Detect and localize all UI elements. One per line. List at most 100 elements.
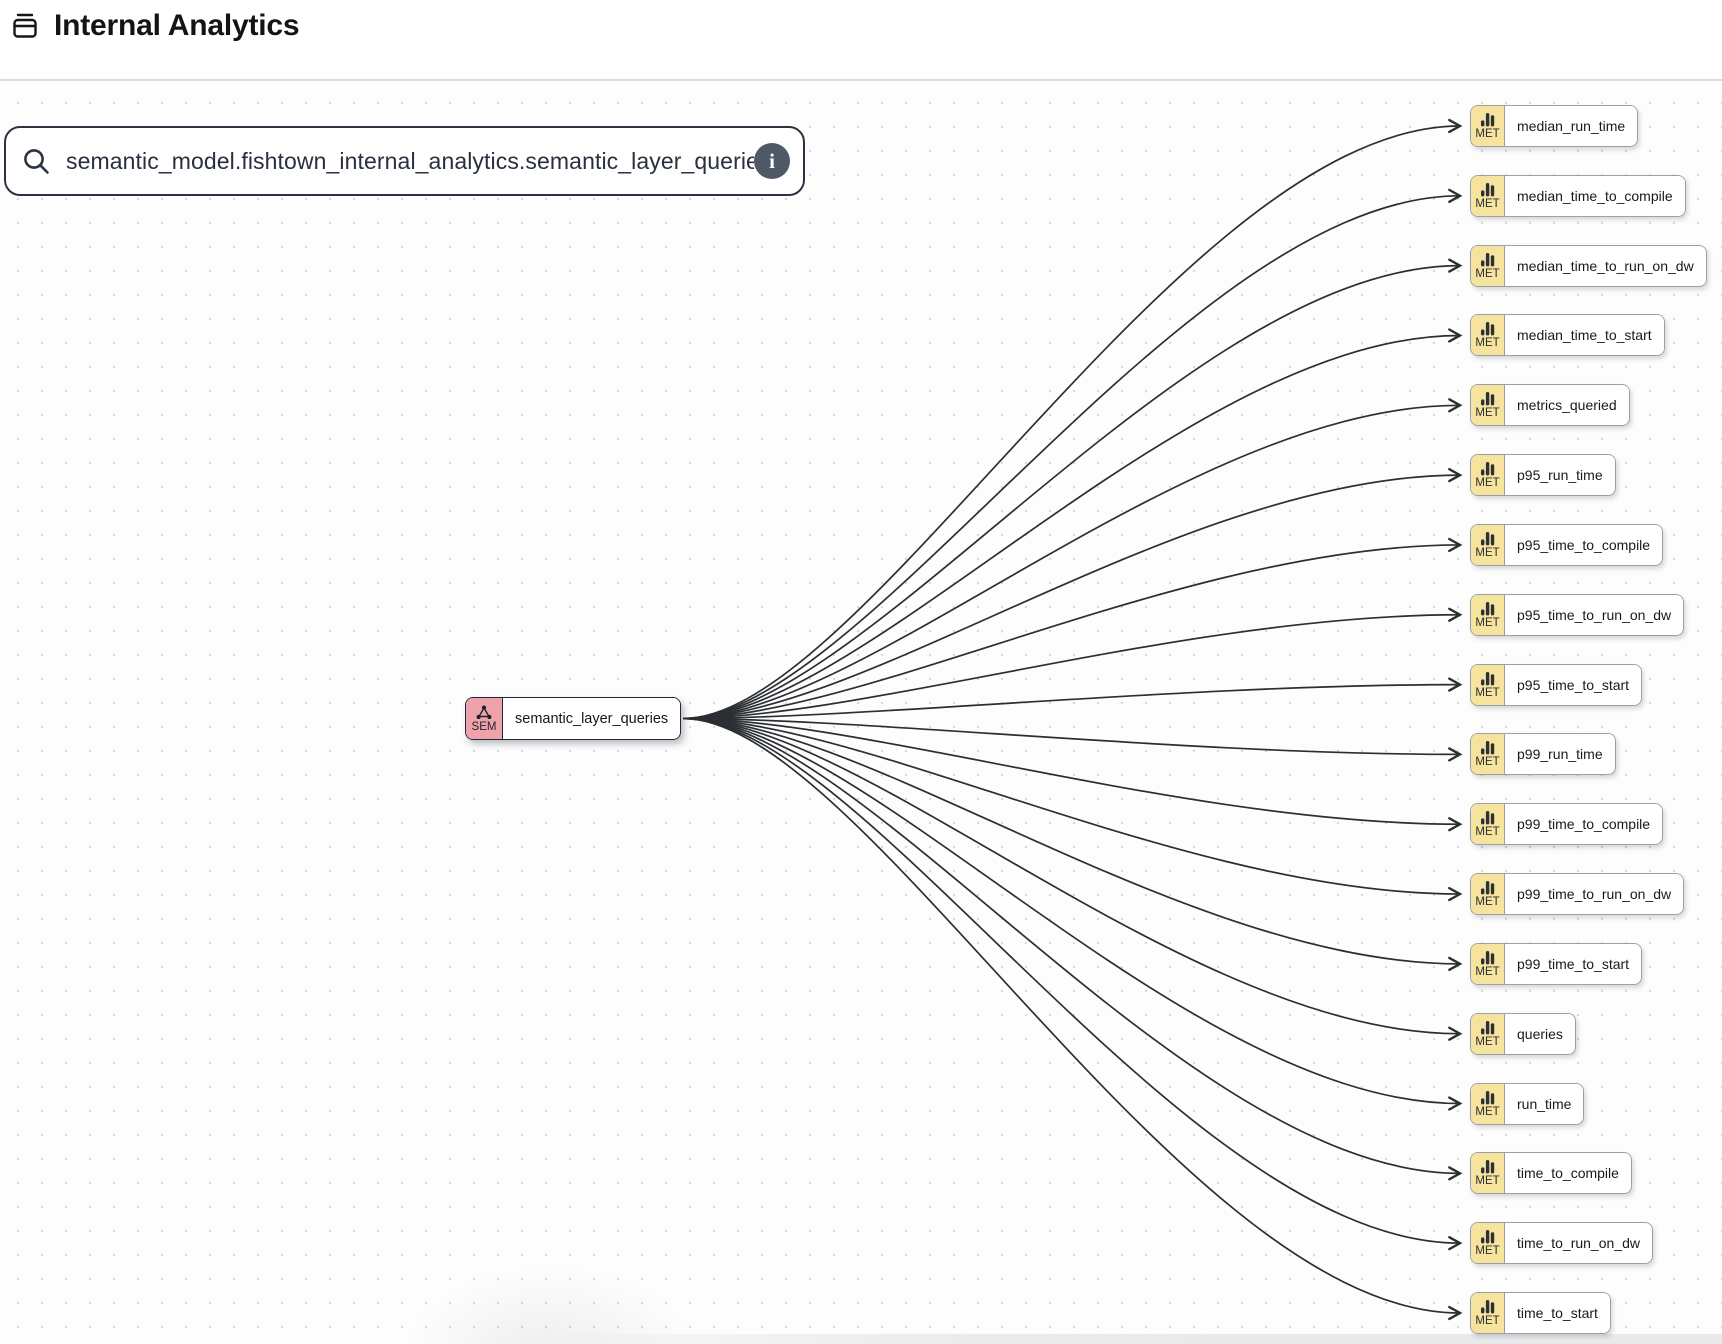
metric-node[interactable]: MET p99_time_to_start — [1470, 942, 1643, 985]
semantic-model-node[interactable]: SEM semantic_layer_queries — [465, 697, 682, 740]
met-badge: MET — [1471, 315, 1505, 356]
metric-bars-icon — [1481, 113, 1495, 127]
met-badge: MET — [1471, 804, 1505, 845]
met-badge-label: MET — [1475, 128, 1500, 140]
metric-node[interactable]: MET p99_run_time — [1470, 733, 1616, 776]
met-badge-label: MET — [1475, 826, 1500, 839]
metric-bars-icon — [1481, 531, 1495, 546]
met-badge-label: MET — [1475, 686, 1500, 699]
metric-bars-icon — [1481, 601, 1495, 616]
semantic-model-icon — [476, 705, 492, 719]
metric-node-label: run_time — [1505, 1083, 1584, 1124]
met-badge-label: MET — [1475, 477, 1500, 490]
met-badge-label: MET — [1475, 546, 1500, 559]
metric-node-label: p95_time_to_start — [1505, 664, 1642, 705]
metric-bars-icon — [1481, 1020, 1495, 1035]
metric-bars-icon — [1481, 1230, 1495, 1244]
metric-node[interactable]: MET p95_time_to_run_on_dw — [1470, 593, 1685, 636]
semantic-model-node-label: semantic_layer_queries — [503, 698, 681, 739]
metric-node-label: p95_time_to_run_on_dw — [1505, 594, 1684, 635]
metric-node-label: median_run_time — [1505, 106, 1638, 146]
metric-node[interactable]: MET time_to_compile — [1470, 1152, 1632, 1195]
info-button[interactable]: i — [754, 143, 790, 179]
met-badge: MET — [1471, 245, 1505, 286]
met-badge-label: MET — [1475, 896, 1500, 909]
met-badge: MET — [1471, 106, 1505, 146]
metric-node[interactable]: MET p99_time_to_run_on_dw — [1470, 873, 1685, 916]
metric-node-label: p99_time_to_compile — [1505, 804, 1663, 845]
metric-node-label: p95_time_to_compile — [1505, 524, 1663, 565]
met-badge: MET — [1471, 874, 1505, 915]
metric-node[interactable]: MET p95_time_to_compile — [1470, 523, 1664, 566]
metric-bars-icon — [1481, 950, 1495, 965]
page-title: Internal Analytics — [54, 9, 300, 42]
lineage-canvas[interactable] — [0, 83, 1722, 1344]
met-badge-label: MET — [1475, 1035, 1500, 1048]
met-badge-label: MET — [1475, 407, 1500, 420]
metric-node-label: p99_run_time — [1505, 734, 1615, 775]
met-badge-label: MET — [1475, 337, 1500, 350]
canvas-bottom-shadow — [400, 1264, 700, 1344]
met-badge-label: MET — [1475, 1175, 1500, 1188]
metric-node-label: time_to_run_on_dw — [1505, 1223, 1652, 1264]
metric-node-label: time_to_compile — [1505, 1153, 1631, 1194]
met-badge-label: MET — [1475, 1105, 1500, 1118]
met-badge-label: MET — [1475, 965, 1500, 978]
metric-bars-icon — [1481, 182, 1495, 197]
metric-bars-icon — [1481, 462, 1495, 476]
project-icon — [13, 13, 37, 38]
met-badge: MET — [1471, 594, 1505, 635]
metric-bars-icon — [1481, 1090, 1495, 1104]
metric-node[interactable]: MET time_to_run_on_dw — [1470, 1222, 1653, 1265]
metric-node[interactable]: MET metrics_queried — [1470, 384, 1630, 427]
search-bar[interactable]: semantic_model.fishtown_internal_analyti… — [4, 126, 805, 196]
met-badge: MET — [1471, 1083, 1505, 1124]
canvas-bottom-shade — [0, 1334, 1722, 1344]
metric-node-label: median_time_to_run_on_dw — [1505, 245, 1706, 286]
search-input-value[interactable]: semantic_model.fishtown_internal_analyti… — [66, 147, 754, 174]
page-header: Internal Analytics — [0, 0, 1722, 81]
met-badge: MET — [1471, 664, 1505, 705]
metric-node[interactable]: MET median_time_to_run_on_dw — [1470, 244, 1707, 287]
metric-bars-icon — [1481, 811, 1495, 825]
metric-node[interactable]: MET median_time_to_compile — [1470, 174, 1686, 217]
metric-node[interactable]: MET time_to_start — [1470, 1292, 1611, 1334]
metric-node[interactable]: MET queries — [1470, 1012, 1576, 1055]
metric-bars-icon — [1481, 392, 1495, 406]
metric-node[interactable]: MET p95_time_to_start — [1470, 663, 1643, 706]
metric-node-label: time_to_start — [1505, 1293, 1610, 1333]
met-badge: MET — [1471, 455, 1505, 496]
metric-node-label: p95_run_time — [1505, 455, 1615, 496]
metric-bars-icon — [1481, 322, 1495, 336]
metric-bars-icon — [1481, 1160, 1495, 1174]
metric-node[interactable]: MET run_time — [1470, 1082, 1585, 1125]
met-badge: MET — [1471, 1013, 1505, 1054]
met-badge-label: MET — [1475, 616, 1500, 629]
metric-bars-icon — [1481, 252, 1495, 267]
metric-node-label: p99_time_to_run_on_dw — [1505, 874, 1684, 915]
met-badge: MET — [1471, 943, 1505, 984]
met-badge-label: MET — [1475, 1245, 1500, 1258]
met-badge-label: MET — [1475, 1315, 1500, 1327]
metric-node[interactable]: MET p99_time_to_compile — [1470, 803, 1664, 846]
metric-node-label: median_time_to_compile — [1505, 175, 1685, 216]
metric-node[interactable]: MET median_time_to_start — [1470, 314, 1665, 357]
metric-bars-icon — [1481, 881, 1495, 895]
met-badge: MET — [1471, 524, 1505, 565]
metric-node-label: median_time_to_start — [1505, 315, 1664, 356]
search-icon — [24, 149, 49, 174]
metric-node-label: p99_time_to_start — [1505, 943, 1642, 984]
met-badge: MET — [1471, 385, 1505, 426]
met-badge: MET — [1471, 1293, 1505, 1333]
met-badge-label: MET — [1475, 756, 1500, 769]
metric-node[interactable]: MET median_run_time — [1470, 105, 1639, 147]
met-badge: MET — [1471, 1223, 1505, 1264]
metric-node-label: queries — [1505, 1013, 1575, 1054]
met-badge: MET — [1471, 734, 1505, 775]
metric-bars-icon — [1481, 741, 1495, 755]
met-badge-label: MET — [1475, 197, 1500, 210]
metric-node[interactable]: MET p95_run_time — [1470, 454, 1616, 497]
sem-badge-label: SEM — [471, 720, 497, 733]
sem-badge: SEM — [466, 698, 503, 739]
